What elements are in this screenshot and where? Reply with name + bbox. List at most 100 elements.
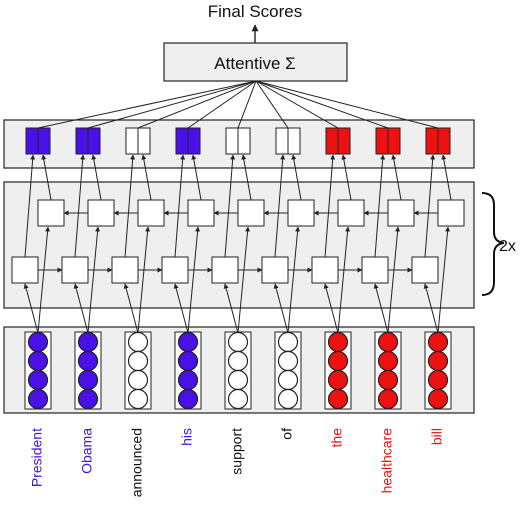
output-left-5 xyxy=(275,127,289,155)
output-right-3 xyxy=(187,127,201,155)
embedding-unit-2-2 xyxy=(127,369,149,391)
upper-to-output-arrow-0 xyxy=(41,154,52,201)
emb-to-lower-arrow-1 xyxy=(73,283,89,334)
dynamic-layer: President Obama announced his support of the he… xyxy=(11,80,465,497)
output-left-2 xyxy=(125,127,139,155)
embedding-unit-3-3 xyxy=(177,388,199,410)
output-right-7 xyxy=(387,127,401,155)
embedding-unit-1-0 xyxy=(77,331,99,353)
embedding-unit-0-0 xyxy=(27,331,49,353)
lstm-lower-cell-2 xyxy=(111,256,139,284)
embedding-unit-8-3 xyxy=(427,388,449,410)
emb-to-upper-arrow-6 xyxy=(337,226,351,334)
token-label-his: his xyxy=(179,428,195,446)
emb-to-lower-arrow-5 xyxy=(273,283,289,334)
attention-line-3 xyxy=(187,80,257,129)
lower-to-output-arrow-5 xyxy=(274,154,286,258)
output-left-6 xyxy=(325,127,339,155)
embedding-unit-2-3 xyxy=(127,388,149,410)
token-label-bill: bill xyxy=(429,428,445,445)
embedding-unit-5-2 xyxy=(277,369,299,391)
output-right-4 xyxy=(237,127,251,155)
lstm-lower-cell-5 xyxy=(261,256,289,284)
embedding-unit-4-1 xyxy=(227,350,249,372)
lstm-upper-cell-3 xyxy=(187,199,215,227)
embedding-unit-1-2 xyxy=(77,369,99,391)
token-label-the: the xyxy=(329,428,345,448)
upper-to-output-arrow-4 xyxy=(241,154,252,201)
output-left-4 xyxy=(225,127,239,155)
lstm-upper-cell-2 xyxy=(137,199,165,227)
emb-to-upper-arrow-7 xyxy=(387,226,401,334)
embedding-unit-1-3 xyxy=(77,388,99,410)
emb-to-upper-arrow-1 xyxy=(87,226,101,334)
repeat-brace xyxy=(481,192,505,296)
upper-to-output-arrow-1 xyxy=(91,154,102,201)
lstm-lower-cell-8 xyxy=(411,256,439,284)
upper-to-output-arrow-2 xyxy=(141,154,152,201)
token-label-healthcare: healthcare xyxy=(379,428,395,494)
embedding-unit-2-1 xyxy=(127,350,149,372)
output-left-3 xyxy=(175,127,189,155)
embedding-unit-6-0 xyxy=(327,331,349,353)
lower-to-output-arrow-4 xyxy=(224,154,236,258)
final-scores-title: Final Scores xyxy=(208,2,302,21)
output-right-0 xyxy=(37,127,51,155)
attention-line-4 xyxy=(237,80,257,129)
lstm-lower-cell-7 xyxy=(361,256,389,284)
token-label-of: of xyxy=(279,428,295,440)
output-left-0 xyxy=(25,127,39,155)
emb-to-lower-arrow-6 xyxy=(323,283,339,334)
embedding-unit-6-3 xyxy=(327,388,349,410)
upper-to-output-arrow-7 xyxy=(391,154,402,201)
lstm-lower-cell-4 xyxy=(211,256,239,284)
attention-line-6 xyxy=(255,80,339,129)
embedding-unit-6-1 xyxy=(327,350,349,372)
embedding-unit-6-2 xyxy=(327,369,349,391)
lstm-upper-cell-5 xyxy=(287,199,315,227)
embedding-unit-2-0 xyxy=(127,331,149,353)
lstm-upper-cell-0 xyxy=(37,199,65,227)
token-label-president: President xyxy=(29,428,45,487)
lstm-upper-cell-6 xyxy=(337,199,365,227)
output-left-1 xyxy=(75,127,89,155)
attention-line-2 xyxy=(137,80,257,129)
attention-line-0 xyxy=(37,80,257,129)
embedding-unit-0-3 xyxy=(27,388,49,410)
embedding-unit-5-1 xyxy=(277,350,299,372)
output-left-7 xyxy=(375,127,389,155)
output-right-5 xyxy=(287,127,301,155)
emb-to-upper-arrow-0 xyxy=(37,226,51,334)
attention-line-5 xyxy=(255,80,289,129)
embedding-unit-4-2 xyxy=(227,369,249,391)
embedding-unit-3-2 xyxy=(177,369,199,391)
lstm-lower-cell-3 xyxy=(161,256,189,284)
upper-to-output-arrow-8 xyxy=(441,154,452,201)
output-left-8 xyxy=(425,127,439,155)
embedding-unit-4-0 xyxy=(227,331,249,353)
embedding-unit-7-0 xyxy=(377,331,399,353)
upper-to-output-arrow-5 xyxy=(291,154,302,201)
repeat-label: 2x xyxy=(499,238,516,255)
embedding-unit-0-2 xyxy=(27,369,49,391)
embedding-unit-5-0 xyxy=(277,331,299,353)
attention-line-7 xyxy=(255,80,389,129)
token-label-announced: announced xyxy=(129,428,145,497)
embedding-unit-5-3 xyxy=(277,388,299,410)
emb-to-upper-arrow-2 xyxy=(137,226,151,334)
embedding-unit-0-1 xyxy=(27,350,49,372)
output-right-8 xyxy=(437,127,451,155)
lower-to-output-arrow-6 xyxy=(324,154,336,258)
lower-to-output-arrow-2 xyxy=(124,154,136,258)
embedding-unit-7-1 xyxy=(377,350,399,372)
embedding-unit-3-1 xyxy=(177,350,199,372)
lstm-lower-cell-6 xyxy=(311,256,339,284)
attentive-sum-label: Attentive Σ xyxy=(214,54,295,73)
emb-to-lower-arrow-2 xyxy=(123,283,139,334)
lower-to-output-arrow-0 xyxy=(24,154,36,258)
lstm-lower-cell-0 xyxy=(11,256,39,284)
output-right-1 xyxy=(87,127,101,155)
embedding-unit-3-0 xyxy=(177,331,199,353)
emb-to-upper-arrow-4 xyxy=(237,226,251,334)
